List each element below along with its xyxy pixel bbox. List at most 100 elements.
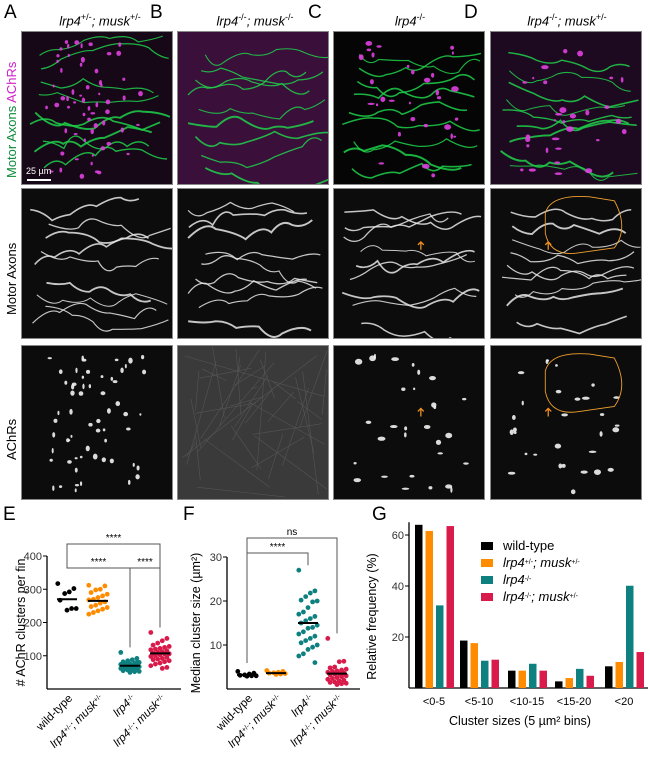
data-point — [334, 682, 340, 687]
scale-bar-label: 25 µm — [26, 166, 52, 176]
data-point — [310, 625, 315, 630]
data-point — [162, 659, 168, 665]
data-point — [95, 608, 101, 614]
y-tick-label: 20 — [210, 596, 222, 608]
data-point — [166, 658, 172, 664]
significance-label: **** — [106, 533, 122, 544]
data-point — [312, 633, 318, 639]
data-point — [134, 656, 140, 661]
x-tick-label: lrp4-/- — [111, 692, 138, 719]
data-point — [153, 661, 158, 667]
legend-label: lrp4+/-; musk+/- — [503, 555, 580, 570]
data-point — [307, 590, 313, 596]
data-point — [314, 598, 320, 604]
data-point — [307, 616, 313, 621]
bar — [605, 666, 613, 688]
data-point — [296, 567, 302, 573]
data-point — [305, 647, 311, 652]
data-point — [164, 664, 170, 670]
data-point — [301, 609, 306, 615]
data-point — [310, 599, 315, 605]
bar — [460, 640, 468, 688]
genotype-header-c: lrp4-/- — [394, 12, 426, 29]
micrograph-b-merge — [177, 31, 329, 185]
panel-label-e: E — [3, 504, 16, 525]
significance-bracket — [129, 567, 161, 628]
bar — [491, 659, 499, 688]
data-point — [120, 668, 126, 674]
data-point — [66, 589, 72, 595]
data-point — [296, 611, 302, 617]
data-point — [307, 636, 313, 641]
micrograph-d-axons — [490, 188, 642, 339]
panel-label-d: D — [464, 2, 478, 23]
data-point — [95, 595, 101, 600]
data-point — [93, 602, 99, 608]
bar — [415, 524, 423, 688]
data-point — [301, 651, 306, 657]
data-point — [332, 664, 338, 670]
y-tick-label: 100 — [24, 651, 42, 663]
significance-label: **** — [137, 557, 153, 568]
data-point — [155, 640, 161, 646]
micrograph-b-achrs — [177, 345, 329, 500]
x-axis-label: Cluster sizes (5 µm² bins) — [449, 714, 591, 728]
x-tick-label: <10-15 — [510, 696, 545, 708]
data-point — [164, 636, 170, 641]
data-point — [155, 656, 161, 662]
data-point — [148, 630, 154, 635]
x-tick-label: <5-10 — [465, 696, 493, 708]
data-point — [64, 607, 70, 613]
genotype-header-b: lrp4-/-; musk-/- — [216, 12, 294, 29]
data-point — [102, 583, 108, 589]
micrograph-a-axons — [21, 188, 173, 339]
y-tick-label: 300 — [24, 584, 42, 596]
data-point — [314, 642, 320, 648]
data-point — [71, 586, 77, 591]
data-point — [104, 591, 110, 597]
panel-label-b: B — [150, 2, 163, 23]
y-tick-label: 20 — [392, 632, 404, 644]
data-point — [334, 675, 340, 680]
bar — [626, 585, 634, 688]
data-point — [330, 676, 335, 681]
data-point — [118, 650, 124, 655]
bar — [518, 670, 526, 688]
data-point — [104, 605, 110, 610]
data-point — [343, 680, 349, 686]
panel-label-c: C — [308, 2, 322, 23]
significance-bracket — [66, 563, 131, 648]
data-point — [303, 618, 309, 624]
data-point — [100, 606, 105, 612]
legend-swatch — [481, 542, 493, 550]
data-point — [86, 611, 92, 617]
legend-swatch — [481, 593, 493, 601]
legend-label: wild-type — [502, 538, 554, 553]
data-point — [298, 597, 304, 603]
micrograph-a-achrs — [21, 345, 173, 500]
data-point — [312, 588, 318, 594]
genotype-header-d: lrp4-/-; musk+/- — [527, 12, 607, 29]
panel-label-a: A — [4, 2, 17, 23]
data-point — [150, 657, 156, 663]
x-tick-label: <15-20 — [557, 696, 592, 708]
data-point — [55, 581, 61, 586]
data-point — [157, 660, 163, 666]
data-point — [339, 681, 344, 687]
data-point — [93, 587, 99, 593]
x-tick-label: <0-5 — [423, 696, 445, 708]
data-point — [150, 642, 156, 648]
data-point — [305, 605, 311, 610]
data-point — [341, 658, 347, 664]
x-tick-label: lrp4-/- — [289, 692, 316, 719]
y-tick-label: 10 — [210, 640, 222, 652]
data-point — [303, 594, 309, 599]
y-tick-label: 200 — [24, 618, 42, 630]
data-point — [301, 629, 306, 635]
row-label-axons: Motor Axons — [4, 242, 19, 315]
panel-label-f: F — [183, 504, 195, 525]
y-axis-label: # AChR clusters per fin — [14, 559, 28, 687]
row-label-merge: Motor Axons AChRs — [4, 61, 19, 178]
bar — [565, 678, 573, 688]
bar — [425, 530, 433, 688]
